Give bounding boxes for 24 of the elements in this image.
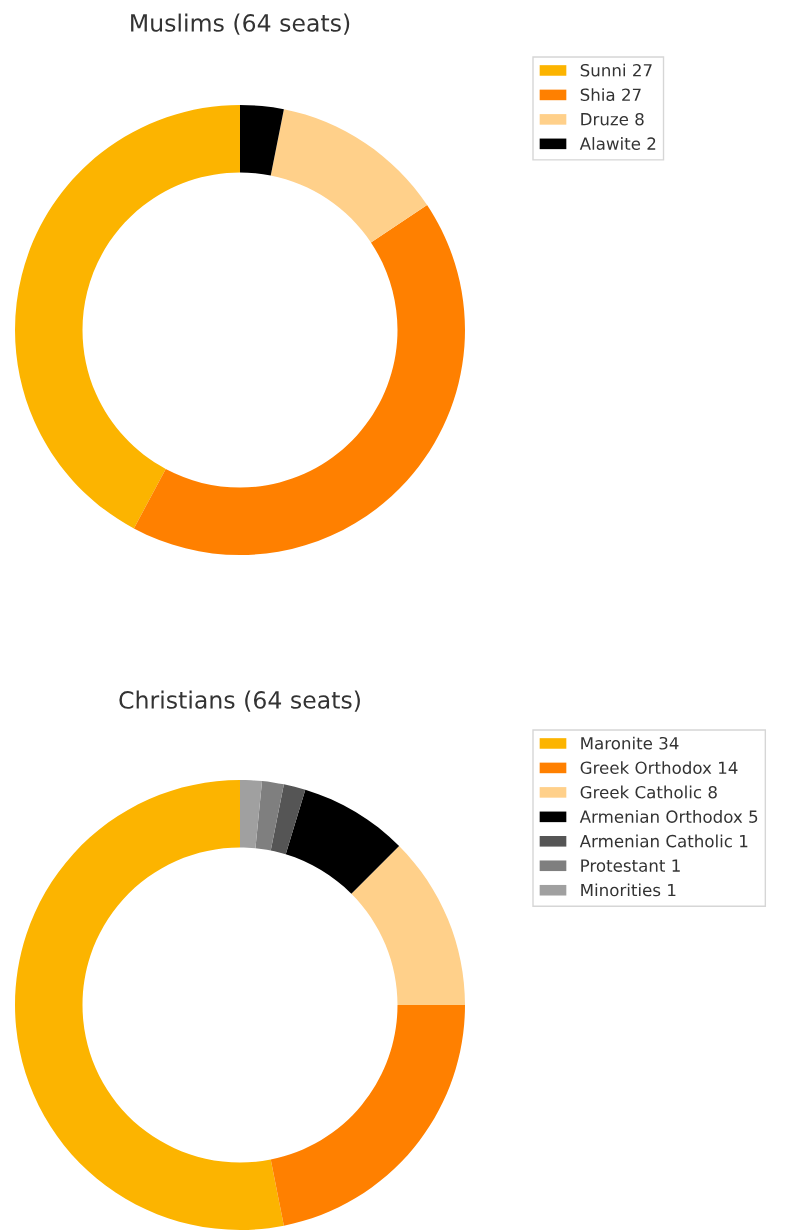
legend-label: Shia 27 [580,88,641,102]
legend-label: Armenian Catholic 1 [579,834,748,848]
donut-slice [15,780,284,1230]
legend-label: Alawite 2 [579,137,656,150]
legend-label: Sunni 27 [580,63,652,77]
legend-label: Druze 8 [581,112,644,126]
donut-slice [15,105,240,529]
donut-slice [270,1005,465,1226]
legend-label: Armenian Orthodox 5 [579,810,758,823]
donut-slice [255,781,284,851]
legend-label: Minorities 1 [581,883,676,897]
chart-title: Christians (64 seats) [119,690,360,712]
legend-label: Greek Catholic 8 [580,785,717,799]
donut-slice [240,105,284,176]
legend-label: Maronite 34 [581,736,679,750]
donut-slice [270,109,428,243]
donut-slice [240,780,263,849]
donut-slice [133,205,465,555]
donut-slice [351,845,465,1005]
donut-slice [285,789,400,894]
donut-slice [270,784,306,855]
legend-label: Greek Orthodox 14 [580,761,738,775]
legend-label: Protestant 1 [581,859,680,872]
chart-title: Muslims (64 seats) [131,13,350,35]
